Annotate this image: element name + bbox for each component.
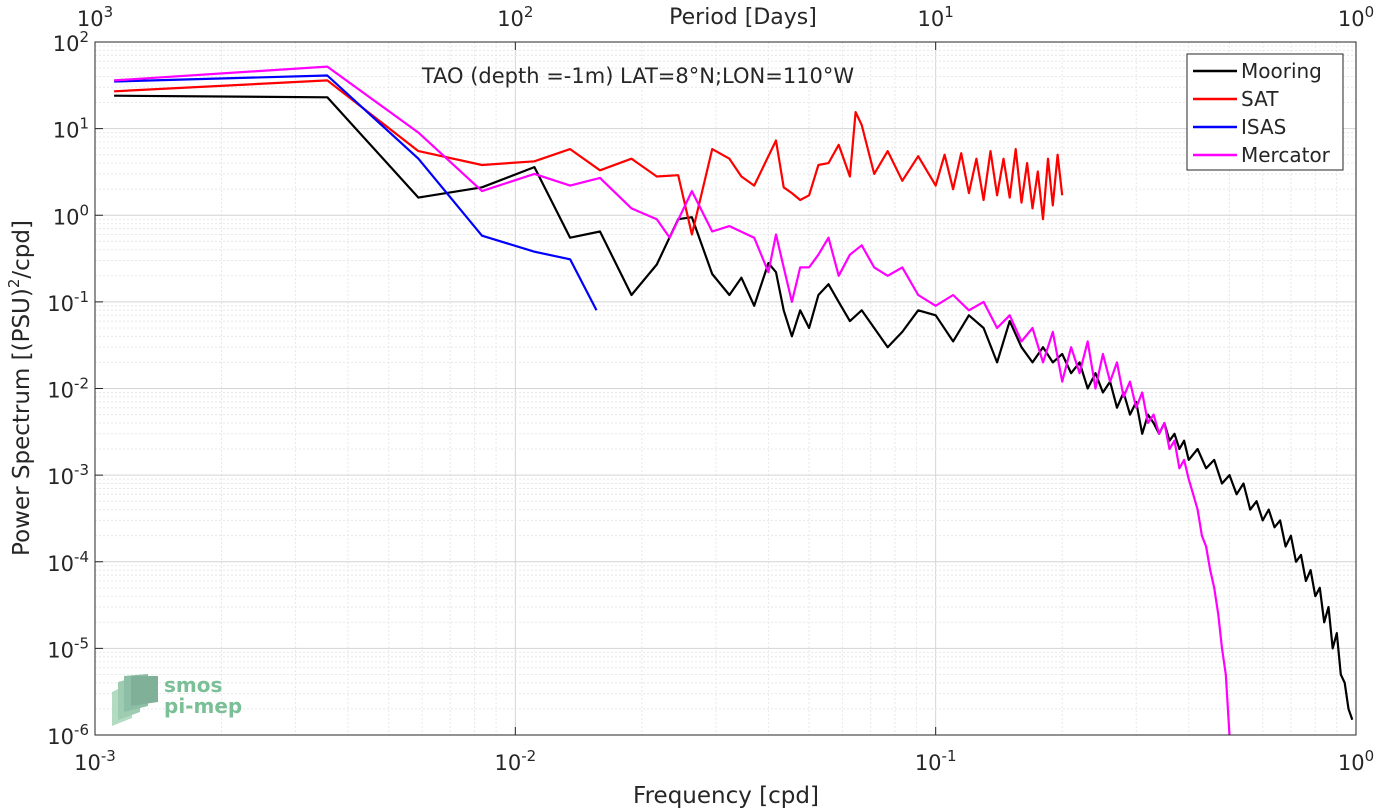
series-line-mooring — [114, 94, 1354, 721]
grid-lines — [94, 42, 1356, 736]
y-tick-label: 10-6 — [47, 721, 89, 749]
x-tick-label: 10-3 — [74, 747, 116, 775]
y-axis-label-main: Power Spectrum [(PSU) — [9, 288, 35, 556]
y-axis-label: Power Spectrum [(PSU)2/cpd] — [5, 220, 35, 556]
x-tick-label: 10-2 — [494, 747, 536, 775]
y-tick-label: 100 — [53, 201, 89, 229]
watermark-logo: smos pi-mep — [112, 673, 242, 726]
y-tick-label: 10-1 — [47, 288, 89, 316]
y-tick-label: 101 — [53, 115, 89, 143]
watermark-line2: pi-mep — [164, 694, 242, 718]
x-axis-label: Frequency [cpd] — [633, 783, 819, 809]
x-tick-label: 100 — [1338, 747, 1374, 775]
legend-label-sat: SAT — [1241, 87, 1279, 111]
top-tick-label: 102 — [497, 3, 533, 31]
watermark-line1: smos — [164, 673, 222, 697]
y-tick-label: 10-4 — [47, 548, 89, 576]
x-tick-label: 10-1 — [915, 747, 957, 775]
y-tick-label: 10-3 — [47, 461, 89, 489]
series-line-mercator — [114, 65, 1231, 736]
top-tick-label: 100 — [1338, 3, 1374, 31]
legend-box — [1186, 53, 1344, 171]
y-tick-label: 10-2 — [47, 375, 89, 403]
y-axis-label-tail: /cpd] — [9, 220, 35, 279]
chart-title: TAO (depth =-1m) LAT=8°N;LON=110°W — [421, 64, 855, 88]
legend-label-mooring: Mooring — [1241, 59, 1322, 83]
top-tick-label: 103 — [77, 3, 113, 31]
y-tick-label: 10-5 — [47, 634, 89, 662]
top-axis-label: Period [Days] — [669, 5, 817, 30]
y-axis-label-superscript: 2 — [5, 279, 23, 289]
series-line-isas — [114, 74, 598, 311]
series-line-sat — [114, 79, 1064, 236]
top-tick-label: 101 — [918, 3, 954, 31]
y-tick-label: 102 — [53, 28, 89, 56]
series-lines — [114, 65, 1354, 736]
smos-logo-icon — [112, 674, 158, 726]
legend: Mooring SAT ISAS Mercator — [1186, 53, 1344, 171]
legend-label-isas: ISAS — [1241, 115, 1286, 139]
legend-label-mercator: Mercator — [1241, 143, 1331, 167]
